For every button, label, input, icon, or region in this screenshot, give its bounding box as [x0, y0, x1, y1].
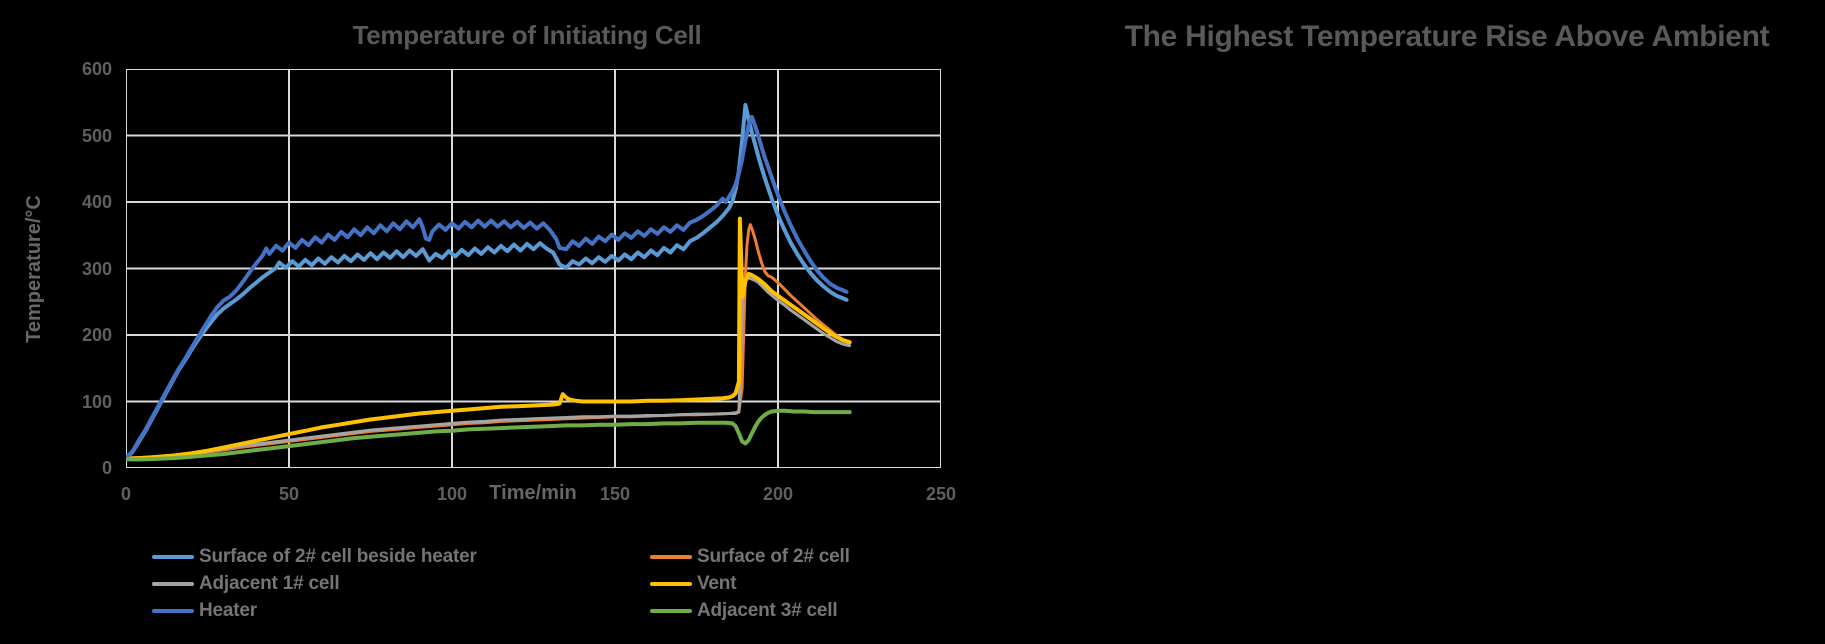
y-tick-label: 300: [81, 258, 112, 279]
right-chart-title: The Highest Temperature Rise Above Ambie…: [1124, 20, 1770, 53]
y-tick-label: 400: [81, 192, 112, 212]
legend-label: Surface of 2# cell: [697, 545, 850, 567]
legend-item: Heater: [152, 597, 650, 624]
legend-line-marker: [152, 581, 194, 586]
y-tick-label: 100: [81, 391, 112, 412]
x-tick-label: 100: [436, 484, 468, 504]
legend-item: Adjacent 3# cell: [650, 597, 850, 624]
y-tick-label: 500: [81, 125, 112, 146]
legend-item: Surface of 2# cell beside heater: [152, 543, 650, 570]
series-line: [126, 276, 852, 460]
legend-line-marker: [650, 581, 692, 586]
x-axis-title: Time/min: [489, 482, 577, 504]
y-tick-label: 600: [81, 59, 112, 79]
series-line: [126, 216, 852, 461]
y-tick-label: 0: [101, 458, 112, 478]
chart-legend: Surface of 2# cell beside heater Surface …: [152, 543, 850, 624]
legend-line-marker: [650, 608, 692, 613]
left-chart-title: Temperature of Initiating Cell: [352, 20, 702, 50]
legend-label: Vent: [697, 572, 737, 594]
plot-area: [126, 69, 941, 468]
legend-label: Adjacent 1# cell: [199, 572, 340, 594]
legend-label: Heater: [199, 599, 257, 621]
x-tick-label: 150: [599, 484, 631, 504]
legend-item: Adjacent 1# cell: [152, 570, 650, 597]
x-tick-label: 200: [762, 484, 794, 504]
legend-label: Adjacent 3# cell: [697, 599, 838, 621]
legend-item: Vent: [650, 570, 850, 597]
legend-label: Surface of 2# cell beside heater: [199, 545, 477, 567]
series-line: [126, 408, 852, 462]
y-tick-label: 200: [81, 325, 112, 345]
legend-line-marker: [152, 554, 194, 559]
series-line: [126, 102, 849, 460]
x-tick-label: 50: [278, 484, 300, 504]
legend-line-marker: [152, 608, 194, 613]
x-tick-label: 250: [925, 484, 957, 504]
x-tick-label: 0: [120, 484, 131, 504]
legend-line-marker: [650, 554, 692, 559]
legend-item: Surface of 2# cell: [650, 543, 850, 570]
series-line: [126, 114, 849, 460]
